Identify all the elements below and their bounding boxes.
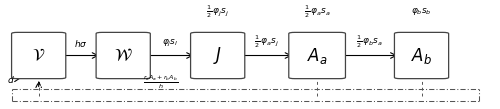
- Text: $\mathcal{V}$: $\mathcal{V}$: [32, 47, 46, 65]
- FancyBboxPatch shape: [12, 32, 66, 79]
- Text: $\frac{1}{2}\,\varphi_j s_j$: $\frac{1}{2}\,\varphi_j s_j$: [206, 3, 229, 20]
- FancyBboxPatch shape: [190, 32, 245, 79]
- FancyBboxPatch shape: [96, 32, 150, 79]
- Text: $\frac{1}{2}\,\varphi_a s_a$: $\frac{1}{2}\,\varphi_a s_a$: [304, 3, 330, 20]
- Text: $\frac{r_a A_a + r_b A_b}{h}$: $\frac{r_a A_a + r_b A_b}{h}$: [143, 73, 178, 91]
- Text: $d$: $d$: [6, 74, 14, 85]
- Text: $\frac{1}{2}\,\varphi_a s_j$: $\frac{1}{2}\,\varphi_a s_j$: [254, 33, 280, 50]
- FancyBboxPatch shape: [289, 32, 346, 79]
- Text: $\varphi_b s_b$: $\varphi_b s_b$: [411, 6, 432, 17]
- Text: $h\sigma$: $h\sigma$: [74, 38, 88, 49]
- Text: $J$: $J$: [213, 45, 222, 66]
- Text: $A_b$: $A_b$: [411, 46, 432, 66]
- Text: $\varphi_j s_l$: $\varphi_j s_l$: [162, 38, 178, 49]
- Text: $A_a$: $A_a$: [307, 46, 328, 66]
- Text: $\mathcal{W}$: $\mathcal{W}$: [114, 47, 132, 65]
- Text: $\frac{1}{2}\,\varphi_b s_a$: $\frac{1}{2}\,\varphi_b s_a$: [356, 33, 384, 50]
- FancyBboxPatch shape: [394, 32, 448, 79]
